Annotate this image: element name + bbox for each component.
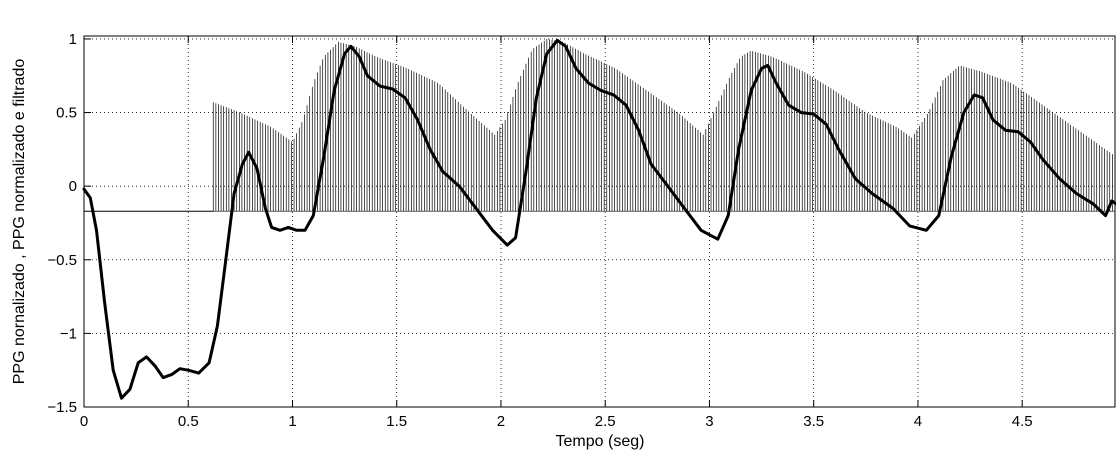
y-tick-label: 1 [69,31,77,48]
y-tick-labels: −1.5 −1 −0.5 0 0.5 1 [47,31,77,416]
y-tick-label: 0 [69,178,77,195]
x-tick-label: 1.5 [386,413,407,430]
plot-frame [83,35,1116,408]
axis-ticks [83,36,1023,408]
x-tick-label: 2.5 [595,413,616,430]
x-tick-label: 3.5 [803,413,824,430]
filtered-series [82,38,1116,400]
y-tick-label: 0.5 [56,105,77,122]
stem-series [84,38,1116,212]
x-axis-title: Tempo (seg) [556,433,645,450]
x-tick-label: 2 [497,413,505,430]
x-tick-labels: 0 0.5 1 1.5 2 2.5 3 3.5 4 4.5 [80,413,1033,430]
filtered-ppg-line [82,38,1116,400]
y-axis-title: PPG nornalizado , PPG normalizado e filt… [11,59,28,385]
y-tick-label: −1.5 [47,399,77,416]
grid-lines [84,36,1116,407]
y-tick-label: −0.5 [47,252,77,269]
y-tick-label: −1 [60,325,77,342]
x-tick-label: 0 [80,413,88,430]
x-tick-label: 1 [288,413,296,430]
x-tick-label: 4 [914,413,922,430]
x-tick-label: 3 [705,413,713,430]
x-tick-label: 0.5 [178,413,199,430]
x-tick-label: 4.5 [1012,413,1033,430]
